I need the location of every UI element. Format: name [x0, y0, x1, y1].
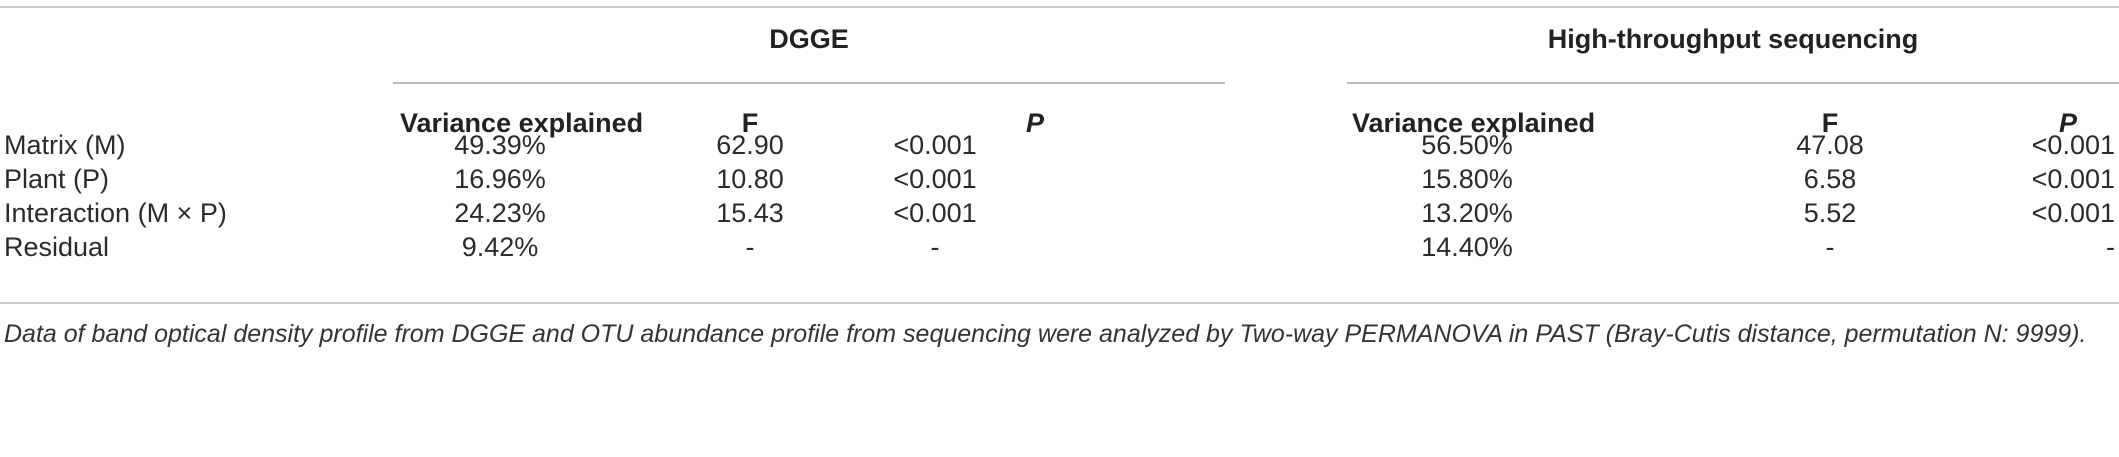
cell-hts-f: 47.08	[1796, 130, 1864, 160]
col-header-hts-f: F	[1821, 108, 1839, 138]
cell-dgge-variance: 16.96%	[454, 164, 546, 194]
table-bottom-rule	[0, 302, 2119, 304]
cell-dgge-f: 15.43	[716, 198, 784, 228]
cell-dgge-f: 10.80	[716, 164, 784, 194]
row-label: Plant (P)	[4, 164, 110, 194]
col-header-dgge-f: F	[741, 108, 759, 138]
row-label: Matrix (M)	[4, 130, 126, 160]
col-header-hts-variance: Variance explained	[1352, 108, 1596, 138]
table-top-rule	[0, 6, 2119, 8]
cell-dgge-variance: 24.23%	[454, 198, 546, 228]
table-row: Plant (P) 16.96% 10.80 <0.001 15.80% 6.5…	[0, 164, 2119, 208]
cell-hts-variance: 14.40%	[1421, 232, 1513, 262]
table-row: Residual 9.42% - - 14.40% - -	[0, 232, 2119, 276]
group-header-hts: High-throughput sequencing	[1547, 24, 1919, 54]
cell-hts-variance: 15.80%	[1421, 164, 1513, 194]
cell-dgge-variance: 49.39%	[454, 130, 546, 160]
cell-dgge-p: <0.001	[893, 130, 977, 160]
cell-dgge-variance: 9.42%	[461, 232, 539, 262]
group-rule-hts	[1347, 82, 2119, 84]
cell-hts-p: -	[2106, 232, 2115, 262]
row-label: Residual	[4, 232, 110, 262]
table-footnote: Data of band optical density profile fro…	[4, 320, 2087, 348]
table-row: Interaction (M × P) 24.23% 15.43 <0.001 …	[0, 198, 2119, 242]
cell-dgge-p: <0.001	[893, 198, 977, 228]
cell-hts-f: 5.52	[1803, 198, 1857, 228]
col-header-dgge-p: P	[1025, 108, 1044, 138]
cell-dgge-f: -	[745, 232, 755, 262]
row-label: Interaction (M × P)	[4, 198, 227, 228]
group-header-dgge: DGGE	[769, 24, 849, 54]
group-rule-dgge	[393, 82, 1225, 84]
cell-dgge-p: <0.001	[893, 164, 977, 194]
col-header-hts-p: P	[2058, 108, 2077, 138]
cell-hts-p: <0.001	[2031, 164, 2115, 194]
table-row: Matrix (M) 49.39% 62.90 <0.001 56.50% 47…	[0, 130, 2119, 174]
cell-dgge-f: 62.90	[716, 130, 784, 160]
cell-hts-variance: 56.50%	[1421, 130, 1513, 160]
cell-hts-f: 6.58	[1803, 164, 1857, 194]
cell-hts-p: <0.001	[2031, 130, 2115, 160]
cell-dgge-p: -	[930, 232, 940, 262]
cell-hts-f: -	[1825, 232, 1835, 262]
cell-hts-p: <0.001	[2031, 198, 2115, 228]
cell-hts-variance: 13.20%	[1421, 198, 1513, 228]
